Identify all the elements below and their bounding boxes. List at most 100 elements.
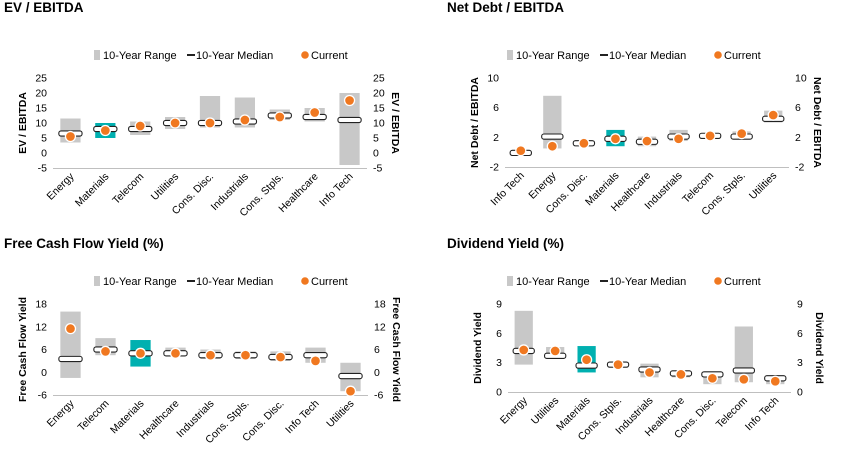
current-point <box>309 355 322 367</box>
y-tick-label-left: 0 <box>41 367 47 379</box>
y-tick-label-right: 2 <box>795 132 801 144</box>
range-bar <box>199 96 221 128</box>
legend-current-swatch <box>714 51 722 59</box>
y-tick-label-left: -6 <box>38 390 47 402</box>
current-point <box>580 354 593 366</box>
y-tick-label-left: 25 <box>35 73 47 85</box>
current-point <box>99 124 111 137</box>
y-axis-title-right: EV / EBITDA <box>389 92 401 154</box>
range-bar <box>543 95 562 149</box>
y-tick-label-right: 10 <box>795 73 807 85</box>
current-point <box>134 347 147 359</box>
chart-title: Net Debt / EBITDA <box>447 0 565 15</box>
legend-current-label: Current <box>724 50 761 62</box>
y-tick-label-right: 18 <box>374 299 386 311</box>
current-point <box>515 145 527 157</box>
category-label: Info Tech <box>317 171 356 210</box>
legend-current-label: Current <box>311 276 348 288</box>
y-tick-label-left: 10 <box>35 118 47 130</box>
current-point <box>609 133 622 145</box>
y-tick-label-right: 5 <box>373 133 379 145</box>
legend-median-label: 10-Year Median <box>196 276 273 288</box>
category-label: Info Tech <box>743 395 782 434</box>
y-tick-label-right: 6 <box>795 102 801 114</box>
current-point <box>274 351 287 363</box>
median-marker <box>732 367 756 374</box>
chart-title: Free Cash Flow Yield (%) <box>4 236 164 251</box>
current-point <box>736 127 748 140</box>
y-tick-label-left: 2 <box>493 132 499 144</box>
current-point <box>767 109 779 121</box>
y-tick-label-left: 20 <box>35 88 47 100</box>
current-point <box>518 344 530 356</box>
legend-median-label: 10-Year Median <box>196 50 273 62</box>
y-tick-label-right: 0 <box>373 148 379 160</box>
y-tick-label-right: 20 <box>373 88 385 100</box>
y-tick-label-left: -2 <box>490 162 499 174</box>
category-label: Info Tech <box>283 398 322 437</box>
y-tick-label-left: 0 <box>496 387 502 399</box>
current-point <box>169 347 182 359</box>
category-label: Energy <box>498 394 531 427</box>
y-axis-title-left: Free Cash Flow Yield <box>17 297 29 402</box>
dividend-yield-chart: Dividend Yield (%) 10-Year Range 10-Year … <box>443 236 865 461</box>
free-cash-flow-yield-chart: Free Cash Flow Yield (%) 10-Year Range 10… <box>0 236 420 461</box>
free-cash-flow-yield-plot: 10-Year Range 10-Year Median Current -6 -6 0 0… <box>17 276 402 446</box>
y-tick-label-right: 3 <box>797 357 803 369</box>
current-point <box>546 140 558 152</box>
legend-current-label: Current <box>724 276 761 288</box>
current-point <box>612 358 624 371</box>
current-point <box>169 117 181 129</box>
legend-current-swatch <box>301 277 309 285</box>
current-point <box>99 345 112 358</box>
category-label: Telecom <box>110 170 146 206</box>
legend-range-swatch <box>94 50 100 60</box>
current-point <box>738 373 750 385</box>
current-point <box>204 349 217 361</box>
chart-title: EV / EBITDA <box>4 0 84 15</box>
y-tick-label-right: 6 <box>797 328 803 340</box>
y-tick-label-left: 6 <box>496 328 502 340</box>
y-axis-title-left: EV / EBITDA <box>17 92 29 154</box>
y-tick-label-left: 9 <box>496 299 502 311</box>
category-label: Info Tech <box>488 170 527 209</box>
ev-ebitda-chart: EV / EBITDA 10-Year Range 10-Year Median C… <box>0 0 420 225</box>
y-tick-label-right: 12 <box>374 321 386 333</box>
category-label: Utilities <box>747 170 779 202</box>
y-tick-label-right: 9 <box>797 299 803 311</box>
y-axis-title-right: Net Debt / EBITDA <box>811 77 823 168</box>
y-tick-label-left: 6 <box>493 102 499 114</box>
legend-current-label: Current <box>311 50 348 62</box>
legend-median-label: 10-Year Median <box>609 50 686 62</box>
current-point <box>239 349 252 361</box>
legend-current-swatch <box>301 51 309 59</box>
current-point <box>704 130 716 142</box>
legend: 10-Year Range 10-Year Median Current <box>507 276 761 288</box>
current-point <box>309 106 321 119</box>
current-point <box>204 117 216 129</box>
legend: 10-Year Range 10-Year Median Current <box>507 50 761 62</box>
y-tick-label-right: 0 <box>797 387 803 399</box>
net-debt-ebitda-chart: Net Debt / EBITDA 10-Year Range 10-Year M… <box>443 0 865 225</box>
current-point <box>344 385 357 397</box>
current-point <box>343 94 356 107</box>
legend-range-label: 10-Year Range <box>516 276 590 288</box>
y-tick-label-left: 18 <box>35 299 47 311</box>
y-tick-label-left: 15 <box>35 103 47 115</box>
y-tick-label-left: 3 <box>496 357 502 369</box>
current-point <box>64 322 77 335</box>
y-tick-label-right: -5 <box>373 163 382 175</box>
category-label: Energy <box>45 397 78 430</box>
legend: 10-Year Range 10-Year Median Current <box>94 276 348 288</box>
y-tick-label-right: 6 <box>374 344 380 356</box>
current-point <box>578 137 590 149</box>
y-axis-title-right: Free Cash Flow Yield <box>390 297 402 402</box>
dividend-yield-plot: 10-Year Range 10-Year Median Current 0 0 3 3 6 6… <box>472 276 825 443</box>
legend-range-label: 10-Year Range <box>516 50 590 62</box>
legend-current-swatch <box>714 277 722 285</box>
y-axis-title-right: Dividend Yield <box>813 312 825 384</box>
current-point <box>672 133 685 145</box>
legend-range-label: 10-Year Range <box>103 50 177 62</box>
current-point <box>769 375 781 387</box>
median-marker <box>338 372 363 380</box>
